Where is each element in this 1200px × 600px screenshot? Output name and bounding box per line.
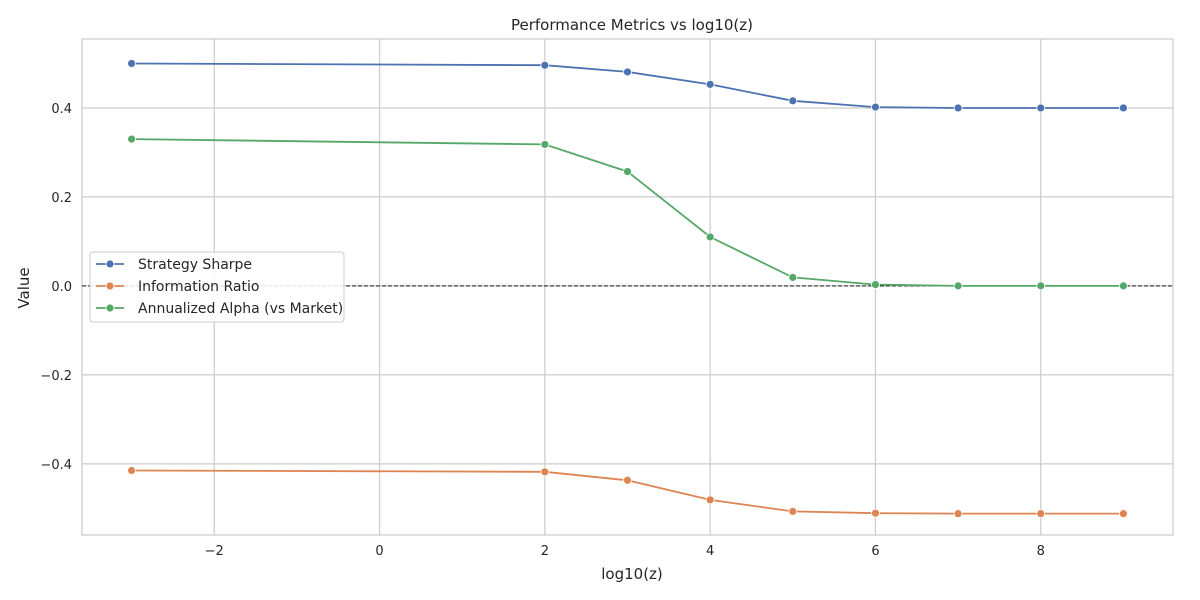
x-tick-label: 6: [871, 544, 879, 559]
data-point: [1119, 103, 1128, 113]
data-point: [540, 467, 550, 477]
data-point: [127, 59, 136, 68]
data-point: [1119, 509, 1128, 519]
data-point: [953, 103, 963, 113]
data-point: [705, 79, 715, 89]
x-tick-label: 8: [1037, 544, 1045, 559]
y-tick-label: −0.4: [40, 458, 72, 473]
data-point: [1036, 103, 1046, 113]
series-1: [127, 466, 1128, 519]
data-point: [1036, 281, 1046, 291]
series-group: [127, 59, 1128, 519]
data-point: [127, 466, 136, 475]
data-point: [623, 167, 632, 176]
series-2: [127, 134, 1128, 291]
y-tick-label: 0.0: [51, 280, 72, 295]
x-tick-label: 4: [706, 544, 714, 559]
x-tick-label: 0: [375, 544, 383, 559]
data-point: [788, 507, 798, 516]
legend-label: Strategy Sharpe: [138, 257, 252, 273]
y-tick-label: 0.4: [51, 102, 72, 117]
data-point: [540, 140, 550, 149]
legend-label: Information Ratio: [138, 279, 259, 295]
y-tick-label: 0.2: [51, 191, 72, 206]
y-axis-label: Value: [15, 267, 33, 308]
data-point: [127, 134, 136, 144]
data-point: [1036, 509, 1046, 519]
data-point: [788, 273, 798, 282]
y-tick-label: −0.2: [40, 369, 72, 384]
legend-swatch-marker: [105, 281, 115, 291]
legend-box: [89, 251, 345, 323]
data-point: [540, 60, 550, 70]
data-point: [953, 281, 963, 291]
data-point: [705, 232, 715, 242]
data-point: [623, 67, 632, 77]
x-axis-ticks: −2 0 2 4 6 8: [205, 544, 1045, 559]
data-point: [1119, 281, 1128, 291]
data-point: [623, 475, 632, 485]
legend-label: Annualized Alpha (vs Market): [138, 301, 343, 317]
chart-title: Performance Metrics vs log10(z): [511, 16, 753, 34]
x-tick-label: −2: [205, 544, 224, 559]
x-axis-label: log10(z): [601, 565, 663, 583]
data-point: [953, 509, 963, 519]
data-point: [871, 280, 880, 289]
y-axis-ticks: −0.4 −0.2 0.0 0.2 0.4: [40, 102, 72, 473]
series-0: [127, 59, 1128, 113]
data-point: [788, 96, 798, 106]
data-point: [871, 102, 880, 112]
legend-swatch-marker: [105, 303, 115, 313]
x-tick-label: 2: [541, 544, 549, 559]
data-point: [705, 495, 715, 505]
legend-swatch-marker: [105, 259, 115, 269]
data-point: [871, 508, 880, 518]
legend: Strategy Sharpe Information Ratio Annualiz…: [89, 251, 345, 323]
